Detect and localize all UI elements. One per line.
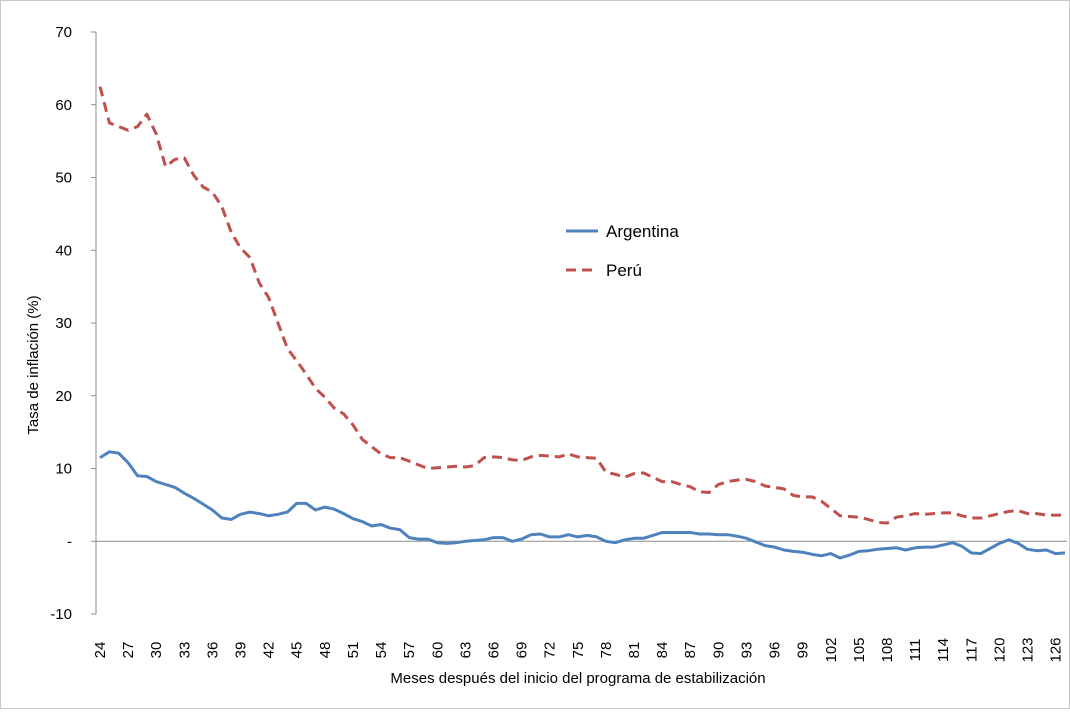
x-tick-label: 27 [120, 642, 137, 659]
x-tick-label: 117 [963, 638, 980, 662]
x-tick-label: 111 [907, 639, 924, 662]
y-tick-label: 30 [55, 315, 72, 332]
x-tick-label: 39 [233, 642, 250, 659]
x-axis-title: Meses después del inicio del programa de… [390, 670, 765, 687]
legend: Argentina Perú [566, 222, 679, 280]
x-tick-label: 93 [738, 642, 755, 659]
legend-label-argentina: Argentina [606, 222, 679, 241]
x-tick-label: 108 [879, 637, 896, 662]
x-tick-label: 72 [542, 642, 559, 659]
x-tick-label: 84 [654, 642, 671, 659]
y-tick-label: 50 [55, 170, 72, 187]
x-tick-label: 87 [682, 642, 699, 659]
y-tick-label: 60 [55, 97, 72, 114]
x-tick-label: 96 [767, 642, 784, 659]
x-tick-label: 99 [795, 642, 812, 659]
x-tick-label: 114 [935, 638, 952, 662]
x-tick-label: 90 [710, 642, 727, 659]
x-tick-label: 57 [401, 642, 418, 659]
x-tick-label: 33 [176, 642, 193, 659]
x-tick-label: 105 [851, 637, 868, 662]
x-tick-label: 30 [148, 642, 165, 659]
x-axis: 24 27 30 33 36 39 42 45 48 51 54 57 60 63 66 69 72 75 78 81… [92, 540, 1067, 663]
y-axis-title: Tasa de inflación (%) [25, 295, 42, 434]
x-tick-label: 54 [373, 642, 390, 659]
x-tick-label: 63 [457, 642, 474, 659]
x-tick-label: 36 [204, 642, 221, 659]
x-tick-label: 51 [345, 642, 362, 659]
y-tick-label: -10 [50, 606, 72, 623]
x-tick-label: 123 [1020, 637, 1037, 662]
y-axis: 70 60 50 40 30 20 10 - -10 [50, 24, 97, 623]
x-tick-label: 75 [570, 642, 587, 659]
legend-label-peru: Perú [606, 261, 642, 280]
y-tick-label: - [67, 533, 72, 550]
y-tick-label: 10 [55, 461, 72, 478]
x-tick-label: 42 [261, 642, 278, 659]
x-tick-label: 60 [429, 642, 446, 659]
series-line-peru [98, 86, 1065, 525]
x-tick-label: 69 [514, 642, 531, 659]
y-tick-label: 20 [55, 388, 72, 405]
x-tick-label: 66 [485, 642, 502, 659]
series-line-argentina [99, 450, 1066, 560]
x-tick-label: 120 [991, 637, 1008, 662]
x-tick-label: 24 [92, 642, 109, 659]
plot-area [98, 86, 1066, 560]
x-tick-label: 102 [823, 637, 840, 662]
x-tick-label: 45 [289, 642, 306, 659]
x-tick-label: 126 [1048, 637, 1065, 662]
y-tick-label: 70 [55, 24, 72, 41]
x-tick-label: 78 [598, 642, 615, 659]
x-tick-label: 48 [317, 642, 334, 659]
y-tick-label: 40 [55, 242, 72, 259]
x-tick-label: 81 [626, 642, 643, 659]
